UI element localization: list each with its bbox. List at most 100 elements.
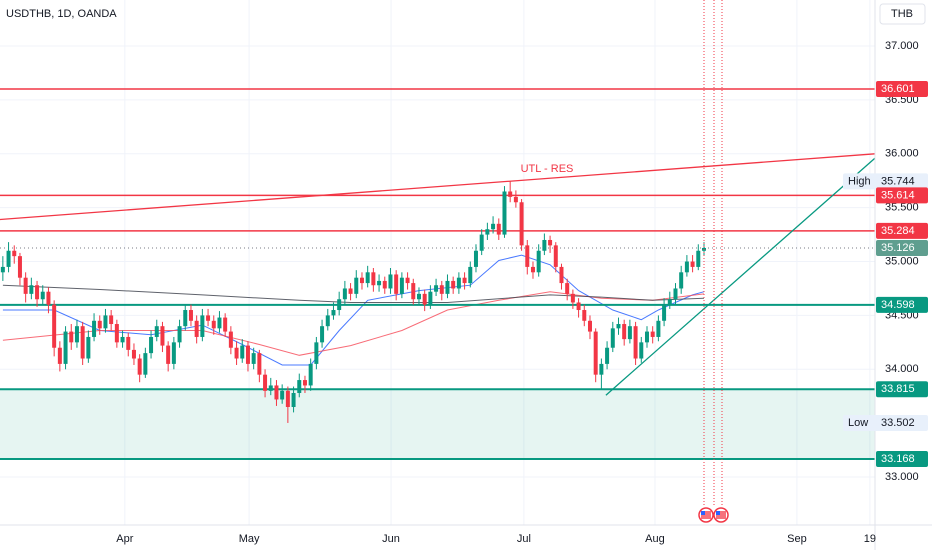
candle-body	[485, 229, 490, 235]
level-label: 33.815	[881, 383, 915, 395]
candle-body	[194, 320, 199, 337]
level-label-box	[876, 450, 928, 467]
candle-body	[200, 315, 205, 337]
candle-body	[673, 288, 678, 300]
candle-body	[445, 280, 450, 294]
candle-body	[177, 326, 182, 343]
candle-body	[622, 324, 627, 340]
x-tick-label: Sep	[787, 533, 807, 545]
low-label: Low	[848, 417, 868, 429]
candle-body	[234, 347, 239, 359]
chart-title: USDTHB, 1D, OANDA	[6, 8, 117, 20]
x-tick-label: Apr	[116, 533, 133, 545]
candle-body	[473, 250, 478, 267]
trendline	[0, 153, 876, 221]
x-tick-label: Aug	[645, 533, 665, 545]
candle-body	[377, 280, 382, 286]
candle-body	[479, 234, 484, 251]
grid	[0, 0, 875, 525]
candle-body	[519, 202, 524, 246]
candle-body	[274, 385, 279, 400]
candle-body	[456, 277, 461, 289]
candle-body	[416, 293, 421, 300]
candle-body	[143, 353, 148, 375]
price-axis: 33.00034.00034.50035.00035.50036.00036.5…	[116, 40, 928, 545]
candle-body	[667, 299, 672, 305]
level-label-box	[876, 81, 928, 98]
candle-body	[382, 280, 387, 289]
candle-body	[690, 261, 695, 267]
candle-body	[228, 331, 233, 348]
candle-body	[502, 191, 507, 235]
candle-body	[320, 326, 325, 343]
candle-body	[536, 250, 541, 273]
level-label: 34.598	[881, 299, 915, 311]
candle-body	[240, 345, 245, 359]
y-tick-label: 36.000	[885, 148, 919, 160]
candle-body	[114, 324, 119, 343]
candle-body	[451, 280, 456, 289]
candle-body	[405, 277, 410, 284]
candle-body	[679, 272, 684, 289]
high-label-box	[843, 173, 928, 190]
event-flag-fill	[701, 511, 711, 519]
candle-body	[559, 266, 564, 284]
candle-body	[257, 353, 262, 375]
candle-body	[29, 285, 34, 294]
candle-body	[302, 380, 307, 386]
candle-body	[217, 317, 222, 329]
candle-body	[63, 331, 68, 364]
candle-body	[662, 304, 667, 321]
candle-body	[6, 250, 11, 267]
candle-body	[354, 277, 359, 294]
candle-body	[342, 288, 347, 300]
candle-body	[530, 266, 535, 273]
candle-body	[154, 326, 159, 337]
level-label: 36.601	[881, 83, 915, 95]
candle-body	[52, 304, 57, 348]
candle-body	[183, 310, 188, 327]
candle-body	[297, 380, 302, 393]
candle-body	[166, 345, 171, 364]
low-value: 33.502	[881, 417, 915, 429]
candle-body	[97, 320, 102, 329]
candle-body	[462, 277, 467, 284]
level-label: 33.168	[881, 453, 915, 465]
candle-body	[23, 277, 28, 294]
candle-body	[245, 345, 250, 364]
candle-body	[650, 331, 655, 337]
candle-body	[109, 315, 114, 325]
high-value: 35.744	[881, 175, 915, 187]
candle-body	[422, 293, 427, 305]
candle-body	[428, 291, 433, 305]
candle-body	[40, 291, 45, 300]
candle-body	[593, 331, 598, 375]
candle-body	[644, 331, 649, 343]
moving-average	[2, 284, 705, 303]
support-zone	[0, 389, 875, 459]
event-flag-fill	[701, 511, 705, 515]
candle-body	[291, 392, 296, 408]
candle-body	[548, 239, 553, 246]
candle-body	[86, 336, 91, 359]
candle-body	[439, 285, 444, 294]
candle-body	[434, 285, 439, 292]
candle-body	[365, 272, 370, 284]
candle-body	[684, 261, 689, 273]
y-tick-label: 34.000	[885, 363, 919, 375]
currency-box[interactable]	[879, 3, 926, 25]
candle-body	[0, 266, 5, 273]
candle-body	[371, 272, 376, 286]
candle-body	[570, 293, 575, 303]
candle-body	[103, 315, 108, 329]
candle-body	[206, 315, 211, 321]
candle-body	[388, 274, 393, 289]
candle-body	[120, 336, 125, 343]
level-label-box	[876, 222, 928, 239]
candle-body	[285, 390, 290, 408]
candle-body	[188, 310, 193, 321]
candle-body	[251, 353, 256, 364]
candle-body	[565, 283, 570, 294]
candle-body	[126, 336, 131, 350]
currency: THB	[891, 8, 913, 20]
